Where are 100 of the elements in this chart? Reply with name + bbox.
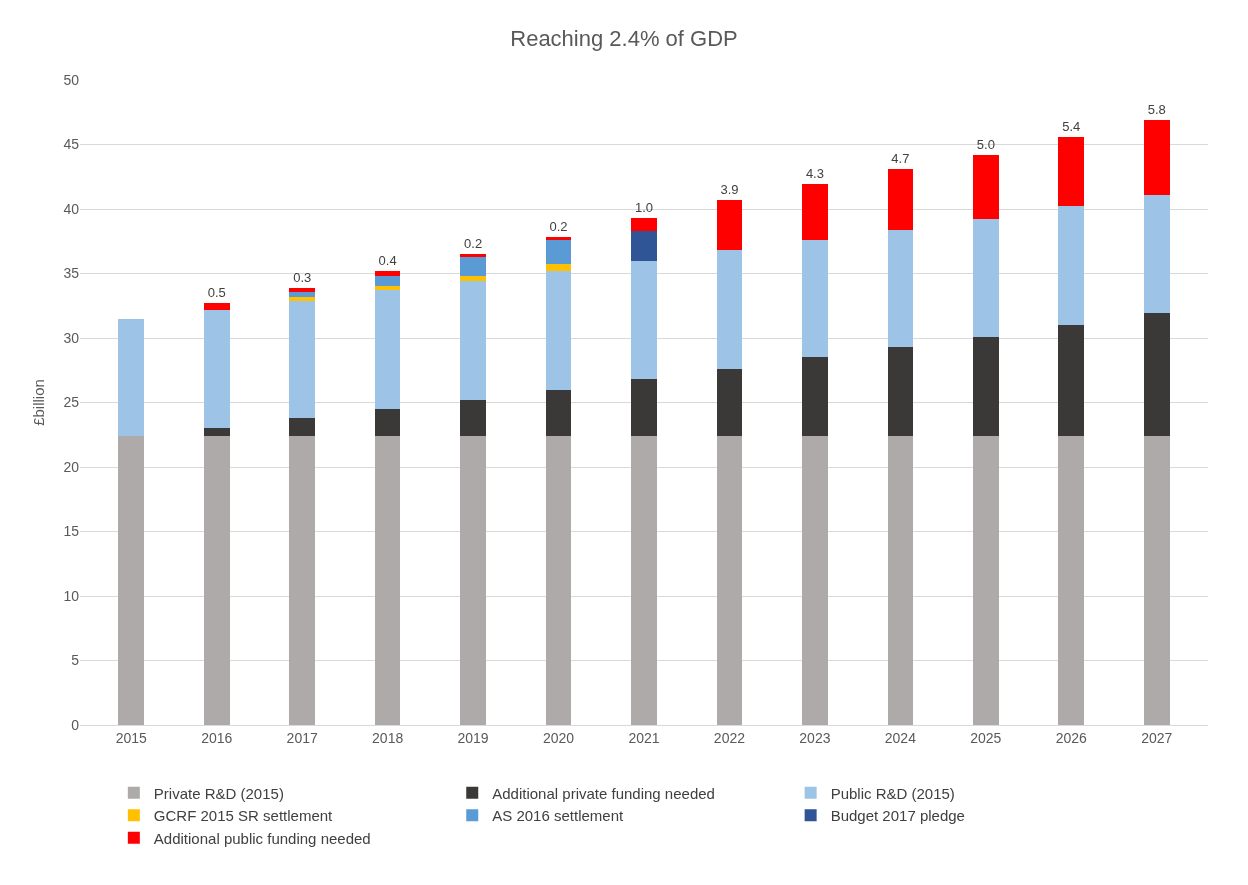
bar — [203, 428, 230, 437]
bar — [289, 300, 315, 418]
bar — [545, 436, 572, 725]
bar — [631, 218, 657, 231]
data-label: 0.4 — [378, 252, 397, 268]
bar — [203, 436, 230, 725]
bar — [460, 254, 486, 257]
y-axis-title: £billion — [29, 379, 47, 426]
y-tick-label: 15 — [63, 523, 80, 540]
y-tick-label: 10 — [63, 587, 80, 604]
data-label: 5.0 — [976, 136, 995, 152]
x-tick-label: 2024 — [884, 729, 917, 746]
x-tick-label: 2016 — [201, 729, 233, 746]
bar — [460, 276, 486, 282]
legend-label: Budget 2017 pledge — [830, 807, 965, 825]
bar — [374, 436, 401, 725]
bar — [1143, 313, 1170, 437]
bar — [203, 303, 230, 310]
bar — [545, 264, 572, 271]
bar — [118, 318, 145, 437]
bar — [1058, 136, 1085, 207]
legend-label: Additional public funding needed — [153, 829, 371, 847]
bar — [973, 336, 999, 437]
y-tick-label: 20 — [63, 458, 80, 475]
bar — [374, 286, 401, 291]
bar — [1058, 206, 1085, 326]
x-tick-label: 2021 — [628, 729, 660, 746]
y-tick-label: 50 — [63, 71, 80, 88]
x-tick-label: 2027 — [1141, 729, 1173, 746]
data-label: 3.9 — [720, 181, 739, 197]
data-label: 4.3 — [805, 166, 824, 182]
y-tick-label: 0 — [71, 716, 80, 733]
bar — [887, 169, 914, 230]
data-label: 0.2 — [464, 236, 483, 252]
bar — [716, 436, 743, 725]
y-tick-label: 5 — [71, 652, 80, 669]
bar — [460, 436, 486, 725]
bar — [973, 219, 999, 337]
bar — [203, 309, 230, 429]
x-tick-label: 2023 — [799, 729, 831, 746]
x-tick-label: 2025 — [970, 729, 1002, 746]
bar — [973, 154, 999, 220]
bar — [374, 290, 401, 409]
bar — [460, 399, 486, 437]
x-tick-label: 2026 — [1055, 729, 1088, 746]
x-tick-label: 2022 — [713, 729, 746, 746]
bar — [289, 287, 315, 292]
data-label: 0.2 — [549, 219, 568, 235]
bar — [631, 260, 657, 380]
bar — [887, 436, 914, 725]
bar — [289, 291, 315, 297]
bar — [716, 250, 743, 369]
x-tick-label: 2017 — [286, 729, 318, 746]
bar — [374, 408, 401, 437]
data-label: 4.7 — [891, 151, 910, 167]
bar — [887, 347, 914, 437]
x-tick-label: 2020 — [542, 729, 575, 746]
bar — [631, 230, 657, 261]
bar — [802, 436, 828, 725]
y-tick-label: 45 — [63, 136, 80, 153]
data-label: 5.8 — [1147, 101, 1166, 117]
x-tick-label: 2019 — [457, 729, 489, 746]
bar — [1143, 436, 1170, 725]
bar — [1058, 325, 1085, 437]
bar — [716, 368, 743, 437]
data-label: 0.5 — [207, 285, 226, 301]
bar — [545, 239, 572, 265]
bar — [1143, 194, 1170, 314]
chart-title: Reaching 2.4% of GDP — [510, 26, 738, 52]
y-tick-label: 25 — [63, 394, 80, 411]
bar — [802, 239, 828, 358]
x-tick-label: 2018 — [372, 729, 404, 746]
y-tick-label: 40 — [63, 200, 80, 217]
legend-label: Public R&D (2015) — [830, 784, 955, 802]
bar — [802, 357, 828, 437]
bar — [289, 436, 315, 725]
bar — [460, 281, 486, 400]
bar — [887, 229, 914, 348]
bar — [631, 379, 657, 437]
bar — [1058, 436, 1085, 725]
data-label: 5.4 — [1062, 118, 1081, 134]
bar — [631, 436, 657, 725]
bar — [802, 184, 828, 240]
y-tick-label: 30 — [63, 329, 80, 346]
legend-label: AS 2016 settlement — [492, 807, 624, 825]
legend-label: Additional private funding needed — [492, 784, 715, 802]
bar — [460, 256, 486, 277]
y-tick-label: 35 — [63, 265, 80, 282]
bar — [545, 237, 572, 240]
bar — [289, 296, 315, 301]
bar — [289, 417, 315, 437]
bar — [118, 436, 145, 725]
x-tick-label: 2015 — [115, 729, 148, 746]
bar — [545, 389, 572, 437]
bar — [545, 270, 572, 390]
bar — [716, 199, 743, 251]
bar — [374, 270, 401, 277]
bar — [374, 276, 401, 287]
bar — [973, 436, 999, 725]
data-label: 0.3 — [293, 269, 312, 285]
